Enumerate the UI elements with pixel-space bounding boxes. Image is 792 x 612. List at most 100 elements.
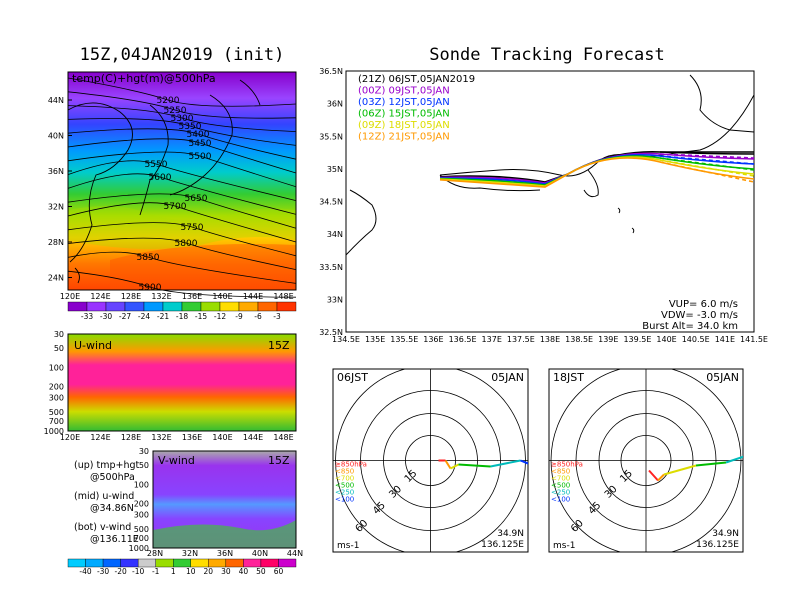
contour-label: 5400 [187,130,210,140]
track-lat-tick: 33.5N [319,263,343,272]
v-lat-tick: 28N [147,549,163,558]
launch-legend-entry: (09Z) 18JST,05JAN [358,120,450,131]
colorbar-label: 1 [171,567,176,576]
u-wind-time: 15Z [268,339,290,352]
lon-tick: 136E [182,433,202,442]
lon-tick: 128E [121,292,141,301]
colorbar-label: -24 [138,312,150,321]
v-lat-tick: 40N [252,549,268,558]
note-line: (up) tmp+hgt [74,460,140,471]
v-wind-time: 15Z [268,454,290,467]
map-label: temp(C)+hgt(m)@500hPa [72,72,216,85]
track-lon-tick: 141.5E [740,335,768,344]
colorbar-cell [225,558,244,568]
pressure-tick: 500 [134,525,149,534]
colorbar-cell [105,301,126,312]
colorbar-label: -12 [214,312,226,321]
note-line: (mid) u-wind [74,491,134,502]
launch-legend-entry: (06Z) 15JST,05JAN [358,109,450,120]
hodo-legend-item: <500 [551,482,570,490]
lon-tick: 128E [121,433,141,442]
pressure-tick: 700 [134,534,149,543]
hodo-date: 05JAN [706,371,739,384]
colorbar-label: -18 [176,312,188,321]
hodo-lon: 136.125E [696,540,739,550]
lon-tick: 144E [243,433,263,442]
colorbar-cell [162,301,183,312]
track-lat-tick: 34.5N [319,198,343,207]
colorbar-cell [260,558,279,568]
hodo-unit: ms-1 [553,541,575,551]
colorbar-cell [155,558,174,568]
hodo-legend-item: <850 [551,468,570,476]
wind-colorbar: -40 -30 -20 -10 -1 1 10 20 30 40 50 60 [67,558,297,576]
contour-line [67,202,297,243]
contour-label: 5300 [171,114,194,124]
lon-tick: 132E [151,292,171,301]
hodograph-segment [458,463,491,468]
track-forecast-line [659,161,754,183]
colorbar-cell [102,558,121,568]
track-lon-tick: 139.5E [623,335,651,344]
contour-label: 5900 [139,283,162,293]
pressure-tick: 500 [49,408,64,417]
track-forecast-line [659,157,754,171]
hodo-date: 05JAN [491,371,524,384]
colorbar-cell [120,558,139,568]
lon-tick: 124E [90,292,110,301]
note-sub: @500hPa [90,472,135,483]
colorbar-label: -27 [119,312,131,321]
colorbar-cell [86,301,107,312]
map-lat-tick: 24N [48,274,64,283]
colorbar-label: 60 [274,567,284,576]
temp-height-map: temp(C)+hgt(m)@500hPa 520052505300535054… [48,71,297,301]
contour-label: 5850 [137,253,160,263]
track-lat-tick: 36N [327,100,343,109]
pressure-tick: 50 [54,344,64,353]
colorbar-cell [85,558,104,568]
lon-tick: 144E [243,292,263,301]
colorbar-cell [143,301,164,312]
track-lat-tick: 34N [327,230,343,239]
contour-label: 5350 [179,122,202,132]
track-forecast-line [659,153,754,159]
launch-legend-entry: (21Z) 06JST,05JAN2019 [358,74,475,85]
track-forecast-line [659,155,754,165]
colorbar-label: 30 [221,567,231,576]
colorbar-label: -40 [79,567,91,576]
hodo-legend-item: ≥850hPa [551,461,583,469]
panel-notes: (up) tmp+hgt@500hPa (mid) u-wind@34.86N (b… [74,460,140,545]
contour-label: 5600 [149,173,172,183]
lon-tick: 148E [273,433,293,442]
track-lon-tick: 137.5E [507,335,535,344]
hodo-lon: 136.125E [481,540,524,550]
colorbar-cell [219,301,240,312]
colorbar-cell [243,558,262,568]
vdw-text: VDW= -3.0 m/s [661,310,738,321]
track-lon-tick: 138E [540,335,560,344]
contour-label: 5700 [164,202,187,212]
hodo-legend-item: <700 [335,475,354,483]
hodo-legend-item: <100 [335,496,354,504]
track-lon-tick: 141E [715,335,735,344]
colorbar-cell [67,301,88,312]
colorbar-cell [124,301,145,312]
colorbar-label: 10 [186,567,196,576]
colorbar-cell [278,558,297,568]
colorbar-label: 50 [256,567,266,576]
hodograph-segment [490,459,521,468]
hodo-legend-item: <500 [335,482,354,490]
contour-label: 5500 [189,152,212,162]
pressure-tick: 1000 [129,544,149,553]
colorbar-label: -33 [81,312,93,321]
tracking-map: 36.5N 36N 35.5N 35N 34.5N 34N 33.5N 33N 32.5N 13… [319,67,768,344]
hodo-legend-item: <100 [551,496,570,504]
colorbar-label: -30 [97,567,109,576]
contour-label: 5550 [145,160,168,170]
colorbar-cell [173,558,191,568]
hodograph-segment [756,453,776,467]
colorbar-label: -3 [273,312,281,321]
colorbar-cell [238,301,259,312]
v-lat-tick: 44N [287,549,303,558]
